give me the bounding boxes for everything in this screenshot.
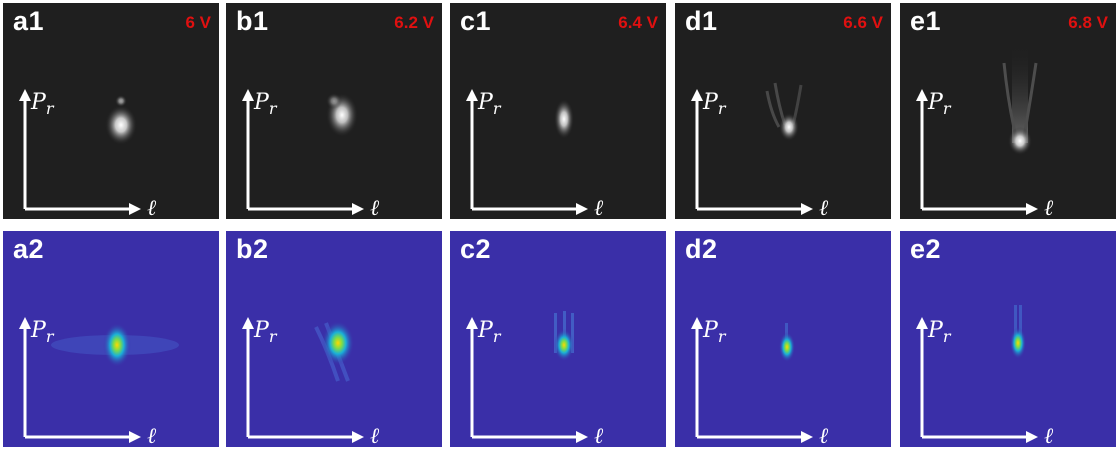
y-axis-arrowhead [916,89,928,101]
y-axis-subscript: r [493,99,502,118]
y-axis-subscript: r [943,327,952,346]
x-axis-label: ℓ [1044,424,1054,447]
y-axis-arrowhead [242,317,254,329]
y-axis-arrowhead [19,317,31,329]
y-axis-subscript: r [943,99,952,118]
x-axis-label: ℓ [819,424,829,447]
y-axis-arrowhead [19,89,31,101]
y-axis-subscript: r [493,327,502,346]
voltage-label: 6.4 V [618,13,658,32]
y-axis-subscript: r [269,99,278,118]
voltage-label: 6 V [185,13,211,32]
panel-c1: Pr ℓ c1 6.4 V [450,3,666,219]
panel-label: c2 [460,234,492,264]
voltage-label: 6.6 V [843,13,883,32]
x-axis-arrowhead [576,203,588,215]
panel-b1-image: Prℓ [226,3,442,219]
y-axis-subscript: r [718,327,727,346]
panel-label: d1 [685,6,718,36]
x-axis-arrowhead [129,431,141,443]
y-axis-arrowhead [242,89,254,101]
panel-a2: Pr ℓ a2 [3,231,219,447]
panel-d2: Pr ℓ d2 [675,231,891,447]
panel-e1: Pr ℓ e1 6.8 V [900,3,1116,219]
x-axis-arrowhead [576,431,588,443]
x-axis-label: ℓ [147,424,157,447]
x-axis-arrowhead [801,203,813,215]
panel-b2: Pr ℓ b2 [226,231,442,447]
panel-label: a2 [13,234,45,264]
x-axis-label: ℓ [594,424,604,447]
y-axis-subscript: r [46,99,55,118]
y-axis-arrowhead [916,317,928,329]
x-axis-arrowhead [352,203,364,215]
x-axis-arrowhead [352,431,364,443]
panel-e2: Pr ℓ e2 [900,231,1116,447]
panel-label: b2 [236,234,269,264]
y-axis-arrowhead [466,317,478,329]
panel-b2-image: Prℓ [226,231,442,447]
panel-c2: Pr ℓ c2 [450,231,666,447]
y-axis-subscript: r [46,327,55,346]
y-axis-arrowhead [691,89,703,101]
voltage-label: 6.2 V [394,13,434,32]
x-axis-label: ℓ [370,424,380,447]
x-axis-label: ℓ [147,196,157,219]
x-axis-arrowhead [801,431,813,443]
panel-a1-image: Prℓ [3,3,219,219]
y-axis-subscript: r [718,99,727,118]
x-axis-label: ℓ [1044,196,1054,219]
y-axis-arrowhead [691,317,703,329]
x-axis-label: ℓ [370,196,380,219]
panel-label: c1 [460,6,492,36]
x-axis-arrowhead [1026,203,1038,215]
axes-group: Prℓ [691,317,829,447]
panel-a1: Pr ℓ a1 6 V [3,3,219,219]
panel-d1-image: Prℓ [675,3,891,219]
y-axis-arrowhead [466,89,478,101]
panel-a2-image: Prℓ [3,231,219,447]
x-axis-label: ℓ [594,196,604,219]
x-axis-label: ℓ [819,196,829,219]
panel-d2-image: Prℓ [675,231,891,447]
panel-e1-image: Prℓ [900,3,1116,219]
panel-label: e2 [910,234,942,264]
panel-c2-image: Prℓ [450,231,666,447]
panel-label: b1 [236,6,269,36]
panel-d1: Pr ℓ d1 6.6 V [675,3,891,219]
panel-label: d2 [685,234,718,264]
panel-c1-image: Prℓ [450,3,666,219]
panel-label: e1 [910,6,942,36]
panel-e2-image: Prℓ [900,231,1116,447]
axes-group: Prℓ [242,317,380,447]
x-axis-arrowhead [1026,431,1038,443]
y-axis-subscript: r [269,327,278,346]
x-axis-arrowhead [129,203,141,215]
panel-b1: Pr ℓ b1 6.2 V [226,3,442,219]
panel-label: a1 [13,6,45,36]
voltage-label: 6.8 V [1068,13,1108,32]
